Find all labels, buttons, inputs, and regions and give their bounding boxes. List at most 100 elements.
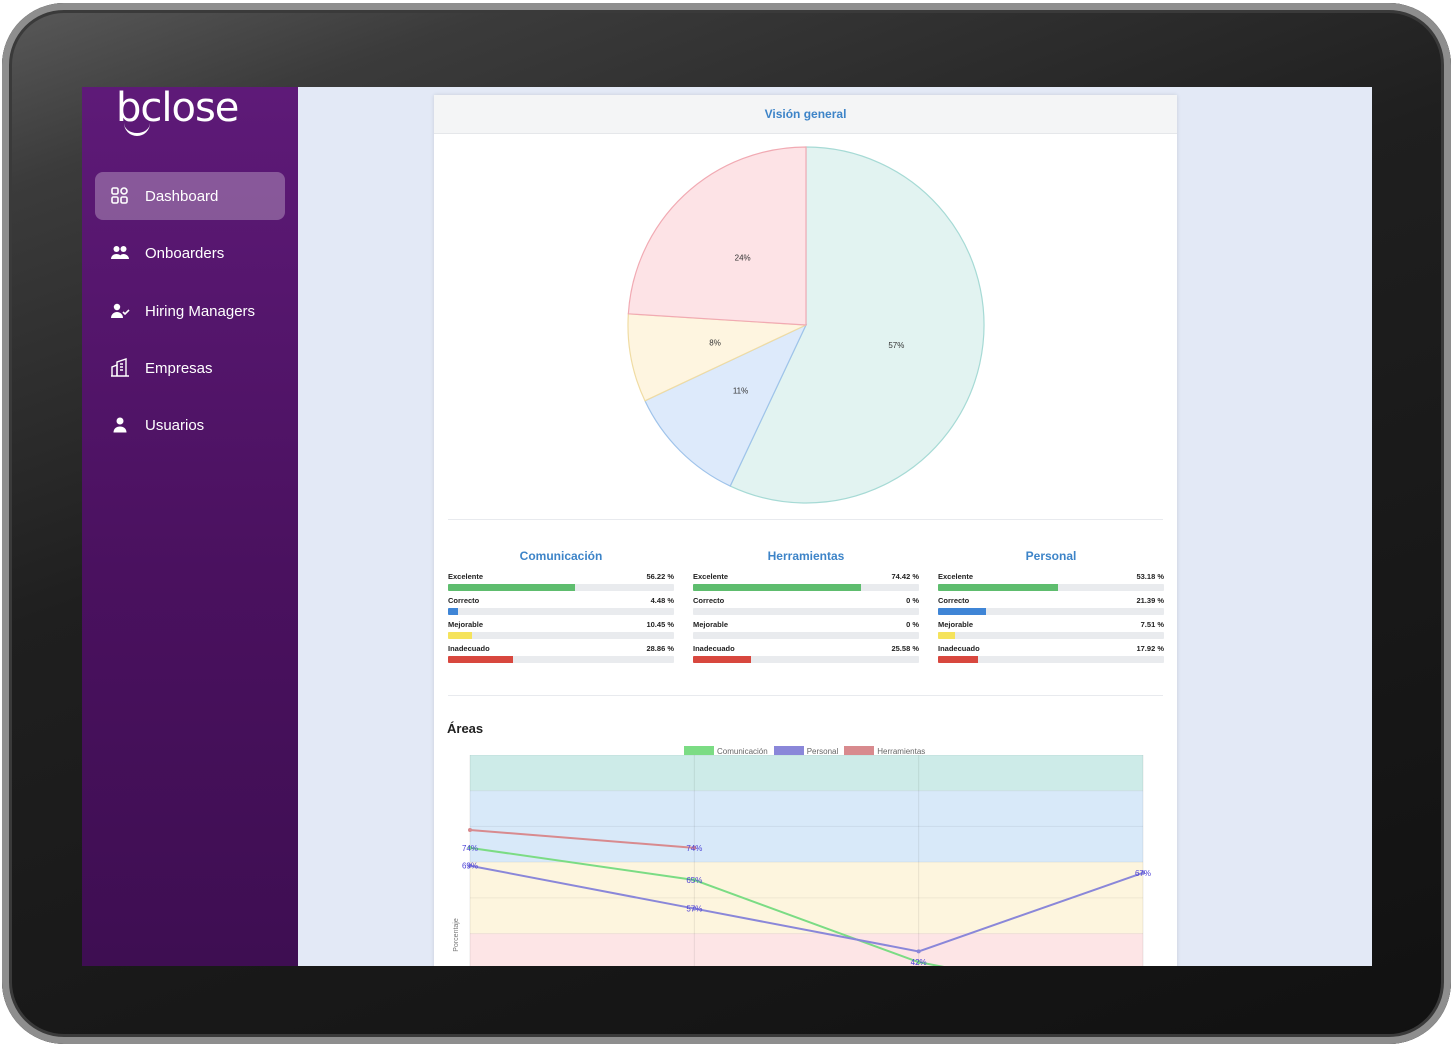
pie-slice bbox=[627, 313, 807, 402]
sidebar-item-usuarios[interactable]: Usuarios bbox=[95, 401, 285, 449]
data-point[interactable] bbox=[468, 845, 472, 850]
chart-band bbox=[470, 755, 1143, 791]
pie-slice-label: 24% bbox=[735, 254, 751, 263]
metric-label: Mejorable bbox=[938, 620, 974, 629]
tablet-frame: bclose Dashboard Onboarders Hiring Manag… bbox=[2, 3, 1451, 1044]
user-icon bbox=[109, 415, 131, 435]
metric-label: Inadecuado bbox=[938, 644, 980, 653]
progress-track bbox=[448, 584, 674, 591]
progress-fill bbox=[693, 584, 862, 591]
metric-row: Mejorable 0 % bbox=[693, 620, 919, 639]
metric-label: Inadecuado bbox=[693, 644, 735, 653]
metric-title: Comunicación bbox=[519, 549, 603, 563]
data-label: 42% bbox=[911, 958, 927, 966]
divider bbox=[448, 519, 1163, 520]
metric-value: 74.42 % bbox=[891, 572, 919, 581]
sidebar-item-onboarders[interactable]: Onboarders bbox=[95, 229, 285, 277]
data-point[interactable] bbox=[692, 878, 697, 882]
series-line bbox=[469, 864, 1144, 953]
data-point[interactable] bbox=[916, 949, 921, 954]
sidebar-item-dashboard[interactable]: Dashboard bbox=[95, 172, 285, 220]
sidebar: bclose Dashboard Onboarders Hiring Manag… bbox=[82, 87, 298, 966]
overview-pie-chart: 57% 11% 8% 24% bbox=[627, 146, 985, 504]
progress-fill bbox=[938, 608, 987, 615]
metric-herramientas: Herramientas Excelente 74.42 % Correcto 0 % M… bbox=[693, 549, 919, 663]
metric-label: Correcto bbox=[938, 596, 970, 605]
metric-row: Mejorable 10.45 % bbox=[448, 620, 674, 639]
progress-fill bbox=[448, 632, 472, 639]
legend-label: Personal bbox=[806, 746, 839, 756]
progress-fill bbox=[448, 584, 576, 591]
user-check-icon bbox=[109, 301, 131, 321]
sidebar-item-label: Hiring Managers bbox=[145, 302, 256, 320]
metric-value: 0 % bbox=[906, 620, 919, 629]
metric-row: Inadecuado 17.92 % bbox=[938, 644, 1164, 663]
metric-label: Mejorable bbox=[448, 620, 484, 629]
data-point[interactable] bbox=[468, 828, 472, 832]
progress-track bbox=[448, 656, 674, 663]
sidebar-item-empresas[interactable]: Empresas bbox=[95, 344, 285, 392]
data-label: 69% bbox=[462, 862, 478, 871]
chart-band bbox=[470, 790, 1143, 863]
metric-title: Herramientas bbox=[767, 549, 845, 563]
metric-label: Excelente bbox=[938, 572, 974, 581]
series-line bbox=[469, 846, 945, 966]
progress-track bbox=[693, 584, 919, 591]
progress-track bbox=[693, 608, 919, 615]
pie-slice-label: 8% bbox=[709, 338, 721, 347]
data-point[interactable] bbox=[468, 863, 472, 868]
chart-band bbox=[470, 933, 1143, 966]
progress-track bbox=[938, 656, 1164, 663]
data-label: 57% bbox=[686, 905, 702, 914]
progress-track bbox=[938, 584, 1164, 591]
data-label: 74% bbox=[686, 844, 702, 853]
sidebar-item-label: Onboarders bbox=[145, 244, 225, 262]
sidebar-item-label: Empresas bbox=[145, 359, 213, 377]
progress-track bbox=[448, 632, 674, 639]
metric-title: Personal bbox=[1025, 549, 1077, 563]
logo-smile bbox=[124, 121, 150, 136]
metric-value: 10.45 % bbox=[646, 620, 674, 629]
metric-row: Correcto 0 % bbox=[693, 596, 919, 615]
progress-track bbox=[448, 608, 674, 615]
data-label: 65% bbox=[686, 876, 702, 885]
progress-track bbox=[938, 608, 1164, 615]
pie-slice-label: 57% bbox=[888, 341, 904, 350]
metric-comunicacion: Comunicación Excelente 56.22 % Correcto 4.48… bbox=[448, 549, 674, 663]
data-point[interactable] bbox=[692, 845, 697, 850]
areas-title: Áreas bbox=[447, 721, 484, 736]
progress-track bbox=[693, 656, 919, 663]
app-screen: bclose Dashboard Onboarders Hiring Manag… bbox=[82, 87, 1372, 966]
metric-value: 0 % bbox=[906, 596, 919, 605]
metric-label: Correcto bbox=[448, 596, 480, 605]
grid-icon bbox=[109, 186, 131, 206]
metric-row: Mejorable 7.51 % bbox=[938, 620, 1164, 639]
users-icon bbox=[109, 243, 131, 263]
legend-label: Herramientas bbox=[877, 746, 926, 756]
overview-title: Visión general bbox=[434, 95, 1177, 134]
metric-label: Inadecuado bbox=[448, 644, 490, 653]
metric-personal: Personal Excelente 53.18 % Correcto 21.39 % M… bbox=[938, 549, 1164, 663]
metric-value: 25.58 % bbox=[891, 644, 919, 653]
metric-value: 7.51 % bbox=[1140, 620, 1164, 629]
data-point[interactable] bbox=[916, 960, 921, 965]
progress-fill bbox=[448, 608, 459, 615]
data-point[interactable] bbox=[1141, 870, 1145, 875]
metric-row: Inadecuado 28.86 % bbox=[448, 644, 674, 663]
metric-value: 56.22 % bbox=[646, 572, 674, 581]
metric-row: Excelente 53.18 % bbox=[938, 572, 1164, 591]
building-icon bbox=[109, 358, 131, 378]
overview-card: Visión general 57% 11% 8% 24% Comunicación E… bbox=[434, 95, 1177, 966]
data-point[interactable] bbox=[692, 906, 697, 911]
progress-fill bbox=[938, 584, 1059, 591]
pie-slice bbox=[644, 323, 808, 487]
pie-slice bbox=[729, 146, 985, 504]
metric-label: Excelente bbox=[448, 572, 484, 581]
pie-slice-label: 11% bbox=[733, 386, 748, 395]
sidebar-item-hiring-managers[interactable]: Hiring Managers bbox=[95, 287, 285, 335]
sidebar-item-label: Usuarios bbox=[145, 416, 205, 434]
metric-row: Excelente 74.42 % bbox=[693, 572, 919, 591]
sidebar-item-label: Dashboard bbox=[145, 187, 219, 205]
progress-track bbox=[938, 632, 1164, 639]
progress-fill bbox=[938, 656, 979, 663]
